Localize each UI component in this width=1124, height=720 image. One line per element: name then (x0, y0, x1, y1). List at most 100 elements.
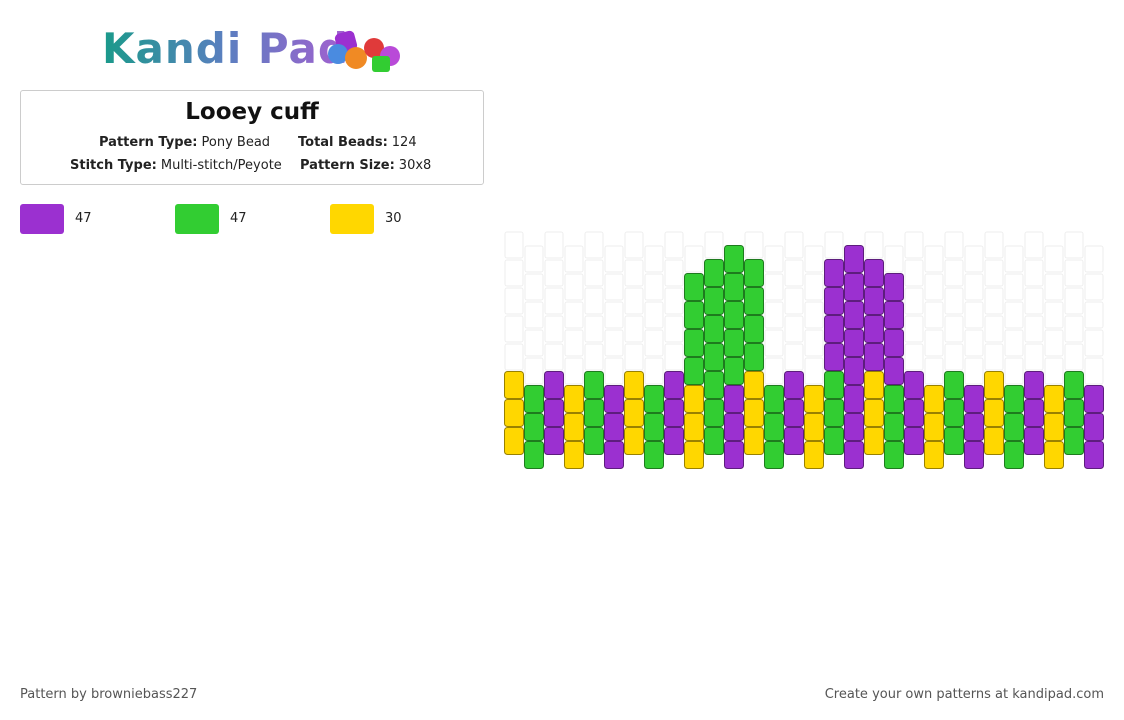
empty-cell (564, 273, 584, 301)
bead (864, 287, 884, 315)
empty-cell (624, 287, 644, 315)
empty-cell (644, 273, 664, 301)
empty-cell (504, 315, 524, 343)
bead (864, 371, 884, 399)
bead (844, 385, 864, 413)
bead (884, 357, 904, 385)
bead (964, 385, 984, 413)
bead (644, 413, 664, 441)
bead (684, 329, 704, 357)
bead (784, 427, 804, 455)
bead (624, 371, 644, 399)
footer-credit: Pattern by browniebass227 (20, 687, 198, 702)
bead (1044, 385, 1064, 413)
bead (584, 427, 604, 455)
empty-cell (644, 301, 664, 329)
empty-cell (964, 245, 984, 273)
bead (724, 245, 744, 273)
bead (1044, 441, 1064, 469)
empty-cell (964, 329, 984, 357)
empty-cell (924, 245, 944, 273)
empty-cell (784, 343, 804, 371)
empty-cell (1084, 273, 1104, 301)
footer-link: Create your own patterns at kandipad.com (824, 687, 1104, 702)
empty-cell (504, 259, 524, 287)
bead (604, 413, 624, 441)
bead (764, 413, 784, 441)
bead (704, 287, 724, 315)
empty-cell (984, 287, 1004, 315)
empty-cell (664, 343, 684, 371)
empty-cell (1024, 343, 1044, 371)
bead (744, 427, 764, 455)
bead (584, 399, 604, 427)
bead (604, 441, 624, 469)
bead (844, 441, 864, 469)
bead (864, 399, 884, 427)
bead (924, 441, 944, 469)
field: Total Beads: 124 (298, 135, 417, 150)
empty-cell (1064, 343, 1084, 371)
empty-cell (1024, 315, 1044, 343)
empty-cell (884, 245, 904, 273)
bead (1064, 399, 1084, 427)
bead (904, 371, 924, 399)
bead (504, 427, 524, 455)
empty-cell (904, 287, 924, 315)
bead (884, 441, 904, 469)
empty-cell (804, 329, 824, 357)
logo-beads (328, 30, 400, 72)
bead (784, 371, 804, 399)
bead-grid (504, 231, 1104, 469)
empty-cell (1084, 245, 1104, 273)
bead (884, 413, 904, 441)
empty-cell (564, 245, 584, 273)
bead (944, 427, 964, 455)
empty-cell (904, 259, 924, 287)
field-label: Total Beads: (298, 135, 388, 150)
field-value: 124 (391, 135, 417, 150)
bead (784, 399, 804, 427)
bead (964, 413, 984, 441)
color-swatch (20, 204, 64, 234)
bead (524, 441, 544, 469)
bead (1004, 413, 1024, 441)
empty-cell (644, 357, 664, 385)
empty-cell (664, 231, 684, 259)
empty-cell (1004, 245, 1024, 273)
empty-cell (804, 273, 824, 301)
empty-cell (624, 315, 644, 343)
field-label: Pattern Type: (99, 135, 198, 150)
bead (804, 441, 824, 469)
bead (664, 371, 684, 399)
bead (844, 301, 864, 329)
empty-cell (504, 231, 524, 259)
bead (544, 399, 564, 427)
bead (564, 385, 584, 413)
empty-cell (1004, 329, 1024, 357)
empty-cell (564, 357, 584, 385)
empty-cell (1064, 287, 1084, 315)
bead (824, 343, 844, 371)
empty-cell (984, 231, 1004, 259)
empty-cell (604, 301, 624, 329)
bead (1084, 413, 1104, 441)
bead (1024, 371, 1044, 399)
bead (564, 413, 584, 441)
bead (724, 301, 744, 329)
empty-cell (524, 245, 544, 273)
bead (904, 399, 924, 427)
empty-cell (904, 315, 924, 343)
empty-cell (1064, 315, 1084, 343)
bead (984, 427, 1004, 455)
empty-cell (804, 301, 824, 329)
empty-cell (784, 259, 804, 287)
empty-cell (564, 301, 584, 329)
empty-cell (764, 357, 784, 385)
empty-cell (664, 287, 684, 315)
bead (824, 399, 844, 427)
empty-cell (664, 259, 684, 287)
bead (764, 441, 784, 469)
empty-cell (584, 315, 604, 343)
empty-cell (544, 343, 564, 371)
